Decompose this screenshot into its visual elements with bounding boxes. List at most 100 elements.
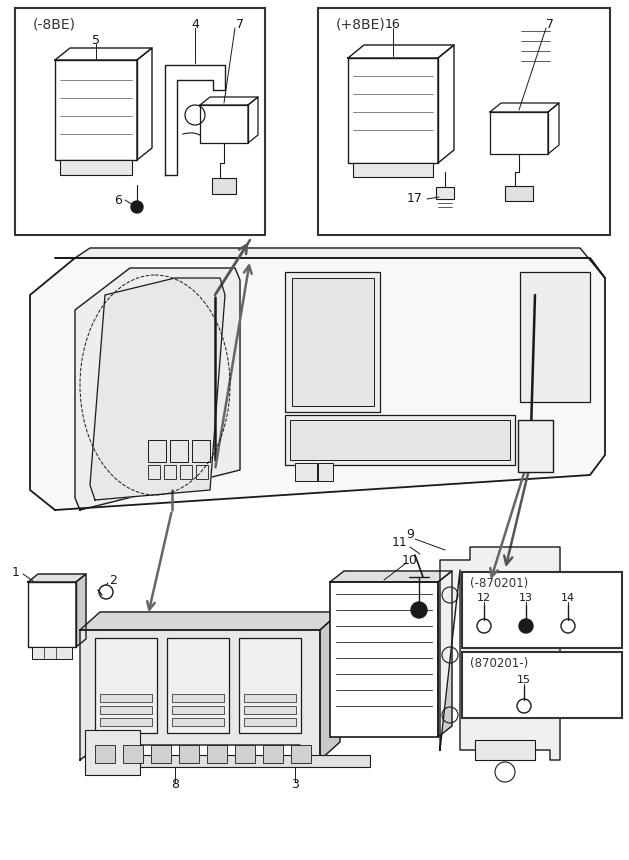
Text: 17: 17 xyxy=(407,193,423,206)
Text: 2: 2 xyxy=(109,574,117,587)
Bar xyxy=(148,465,160,479)
Bar xyxy=(15,8,265,235)
Text: 7: 7 xyxy=(236,17,244,30)
Polygon shape xyxy=(490,103,559,112)
Circle shape xyxy=(411,602,427,618)
Text: (-8BE): (-8BE) xyxy=(33,17,76,31)
Bar xyxy=(285,272,380,412)
Polygon shape xyxy=(80,630,320,760)
Bar xyxy=(318,463,333,481)
Bar xyxy=(518,420,553,472)
Text: 10: 10 xyxy=(402,554,418,567)
Polygon shape xyxy=(80,612,340,630)
Polygon shape xyxy=(438,571,452,737)
Text: 9: 9 xyxy=(406,529,414,542)
Bar xyxy=(100,694,152,702)
Circle shape xyxy=(519,619,533,633)
Polygon shape xyxy=(90,278,225,500)
Bar xyxy=(148,440,166,462)
Text: 8: 8 xyxy=(171,778,179,791)
Polygon shape xyxy=(348,45,454,58)
Bar xyxy=(170,440,188,462)
Bar xyxy=(212,178,236,194)
Polygon shape xyxy=(248,97,258,143)
Bar xyxy=(90,755,370,767)
Bar xyxy=(292,278,374,406)
Bar xyxy=(520,272,590,402)
Bar xyxy=(291,745,311,763)
Polygon shape xyxy=(137,48,152,160)
Text: (+8BE): (+8BE) xyxy=(336,17,386,31)
Text: 15: 15 xyxy=(517,675,531,685)
Polygon shape xyxy=(55,248,605,278)
Bar xyxy=(151,745,171,763)
Text: 6: 6 xyxy=(114,194,122,206)
Text: 5: 5 xyxy=(92,34,100,46)
Polygon shape xyxy=(200,97,258,105)
Bar xyxy=(55,60,137,160)
Text: (-870201): (-870201) xyxy=(470,578,528,591)
Polygon shape xyxy=(76,574,86,647)
Bar xyxy=(172,718,224,726)
Bar xyxy=(436,187,454,199)
Bar xyxy=(100,718,152,726)
Text: 11: 11 xyxy=(392,537,408,550)
Bar xyxy=(164,465,176,479)
Bar xyxy=(318,8,610,235)
Polygon shape xyxy=(30,258,605,510)
Bar xyxy=(167,638,229,733)
Polygon shape xyxy=(438,45,454,163)
Bar xyxy=(295,463,317,481)
Bar xyxy=(348,58,438,163)
Polygon shape xyxy=(440,547,560,760)
Bar xyxy=(28,582,76,647)
Bar xyxy=(180,465,192,479)
Polygon shape xyxy=(320,612,340,760)
Bar xyxy=(95,638,157,733)
Bar xyxy=(192,440,210,462)
Bar xyxy=(285,415,515,465)
Polygon shape xyxy=(330,571,452,582)
Bar xyxy=(123,745,143,763)
Polygon shape xyxy=(548,103,559,154)
Bar xyxy=(100,706,152,714)
Text: 12: 12 xyxy=(477,593,491,603)
Text: 14: 14 xyxy=(561,593,575,603)
Polygon shape xyxy=(165,65,225,175)
Bar xyxy=(330,582,438,737)
Text: 4: 4 xyxy=(191,17,199,30)
Bar xyxy=(196,465,208,479)
Bar xyxy=(462,652,622,718)
Polygon shape xyxy=(28,574,86,582)
Bar xyxy=(200,105,248,143)
Polygon shape xyxy=(55,48,152,60)
Bar xyxy=(244,718,296,726)
Text: (870201-): (870201-) xyxy=(470,658,528,671)
Bar xyxy=(490,112,548,154)
Bar xyxy=(263,745,283,763)
Bar xyxy=(172,694,224,702)
Bar xyxy=(32,647,72,659)
Text: 3: 3 xyxy=(291,778,299,791)
Bar xyxy=(353,163,433,177)
Bar xyxy=(85,730,140,775)
Bar xyxy=(244,706,296,714)
Bar xyxy=(235,745,255,763)
Bar xyxy=(60,160,132,175)
Bar xyxy=(172,706,224,714)
Bar xyxy=(207,745,227,763)
Bar xyxy=(290,420,510,460)
Bar xyxy=(179,745,199,763)
Polygon shape xyxy=(75,268,240,510)
Bar xyxy=(95,745,115,763)
Text: 16: 16 xyxy=(385,17,401,30)
Circle shape xyxy=(131,201,143,213)
Text: 13: 13 xyxy=(519,593,533,603)
Bar xyxy=(475,740,535,760)
Text: 1: 1 xyxy=(12,566,20,579)
Text: 7: 7 xyxy=(546,17,554,30)
Bar xyxy=(462,572,622,648)
Bar xyxy=(244,694,296,702)
Bar xyxy=(239,638,301,733)
Bar xyxy=(505,186,533,201)
